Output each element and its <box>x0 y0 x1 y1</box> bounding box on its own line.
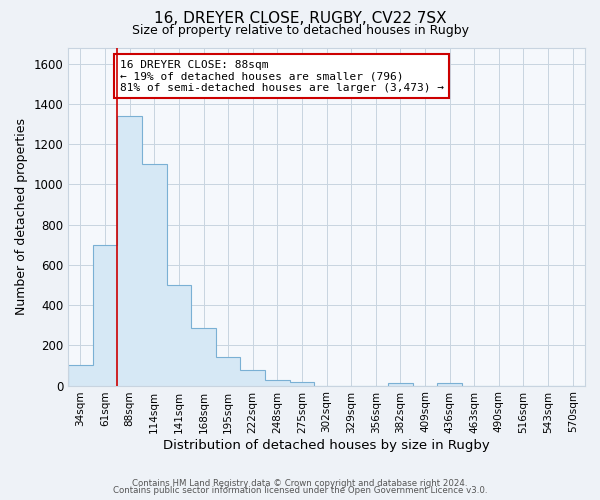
X-axis label: Distribution of detached houses by size in Rugby: Distribution of detached houses by size … <box>163 440 490 452</box>
Text: Size of property relative to detached houses in Rugby: Size of property relative to detached ho… <box>131 24 469 37</box>
Text: Contains public sector information licensed under the Open Government Licence v3: Contains public sector information licen… <box>113 486 487 495</box>
Text: 16, DREYER CLOSE, RUGBY, CV22 7SX: 16, DREYER CLOSE, RUGBY, CV22 7SX <box>154 11 446 26</box>
Text: Contains HM Land Registry data © Crown copyright and database right 2024.: Contains HM Land Registry data © Crown c… <box>132 478 468 488</box>
Y-axis label: Number of detached properties: Number of detached properties <box>15 118 28 315</box>
Text: 16 DREYER CLOSE: 88sqm
← 19% of detached houses are smaller (796)
81% of semi-de: 16 DREYER CLOSE: 88sqm ← 19% of detached… <box>120 60 444 93</box>
